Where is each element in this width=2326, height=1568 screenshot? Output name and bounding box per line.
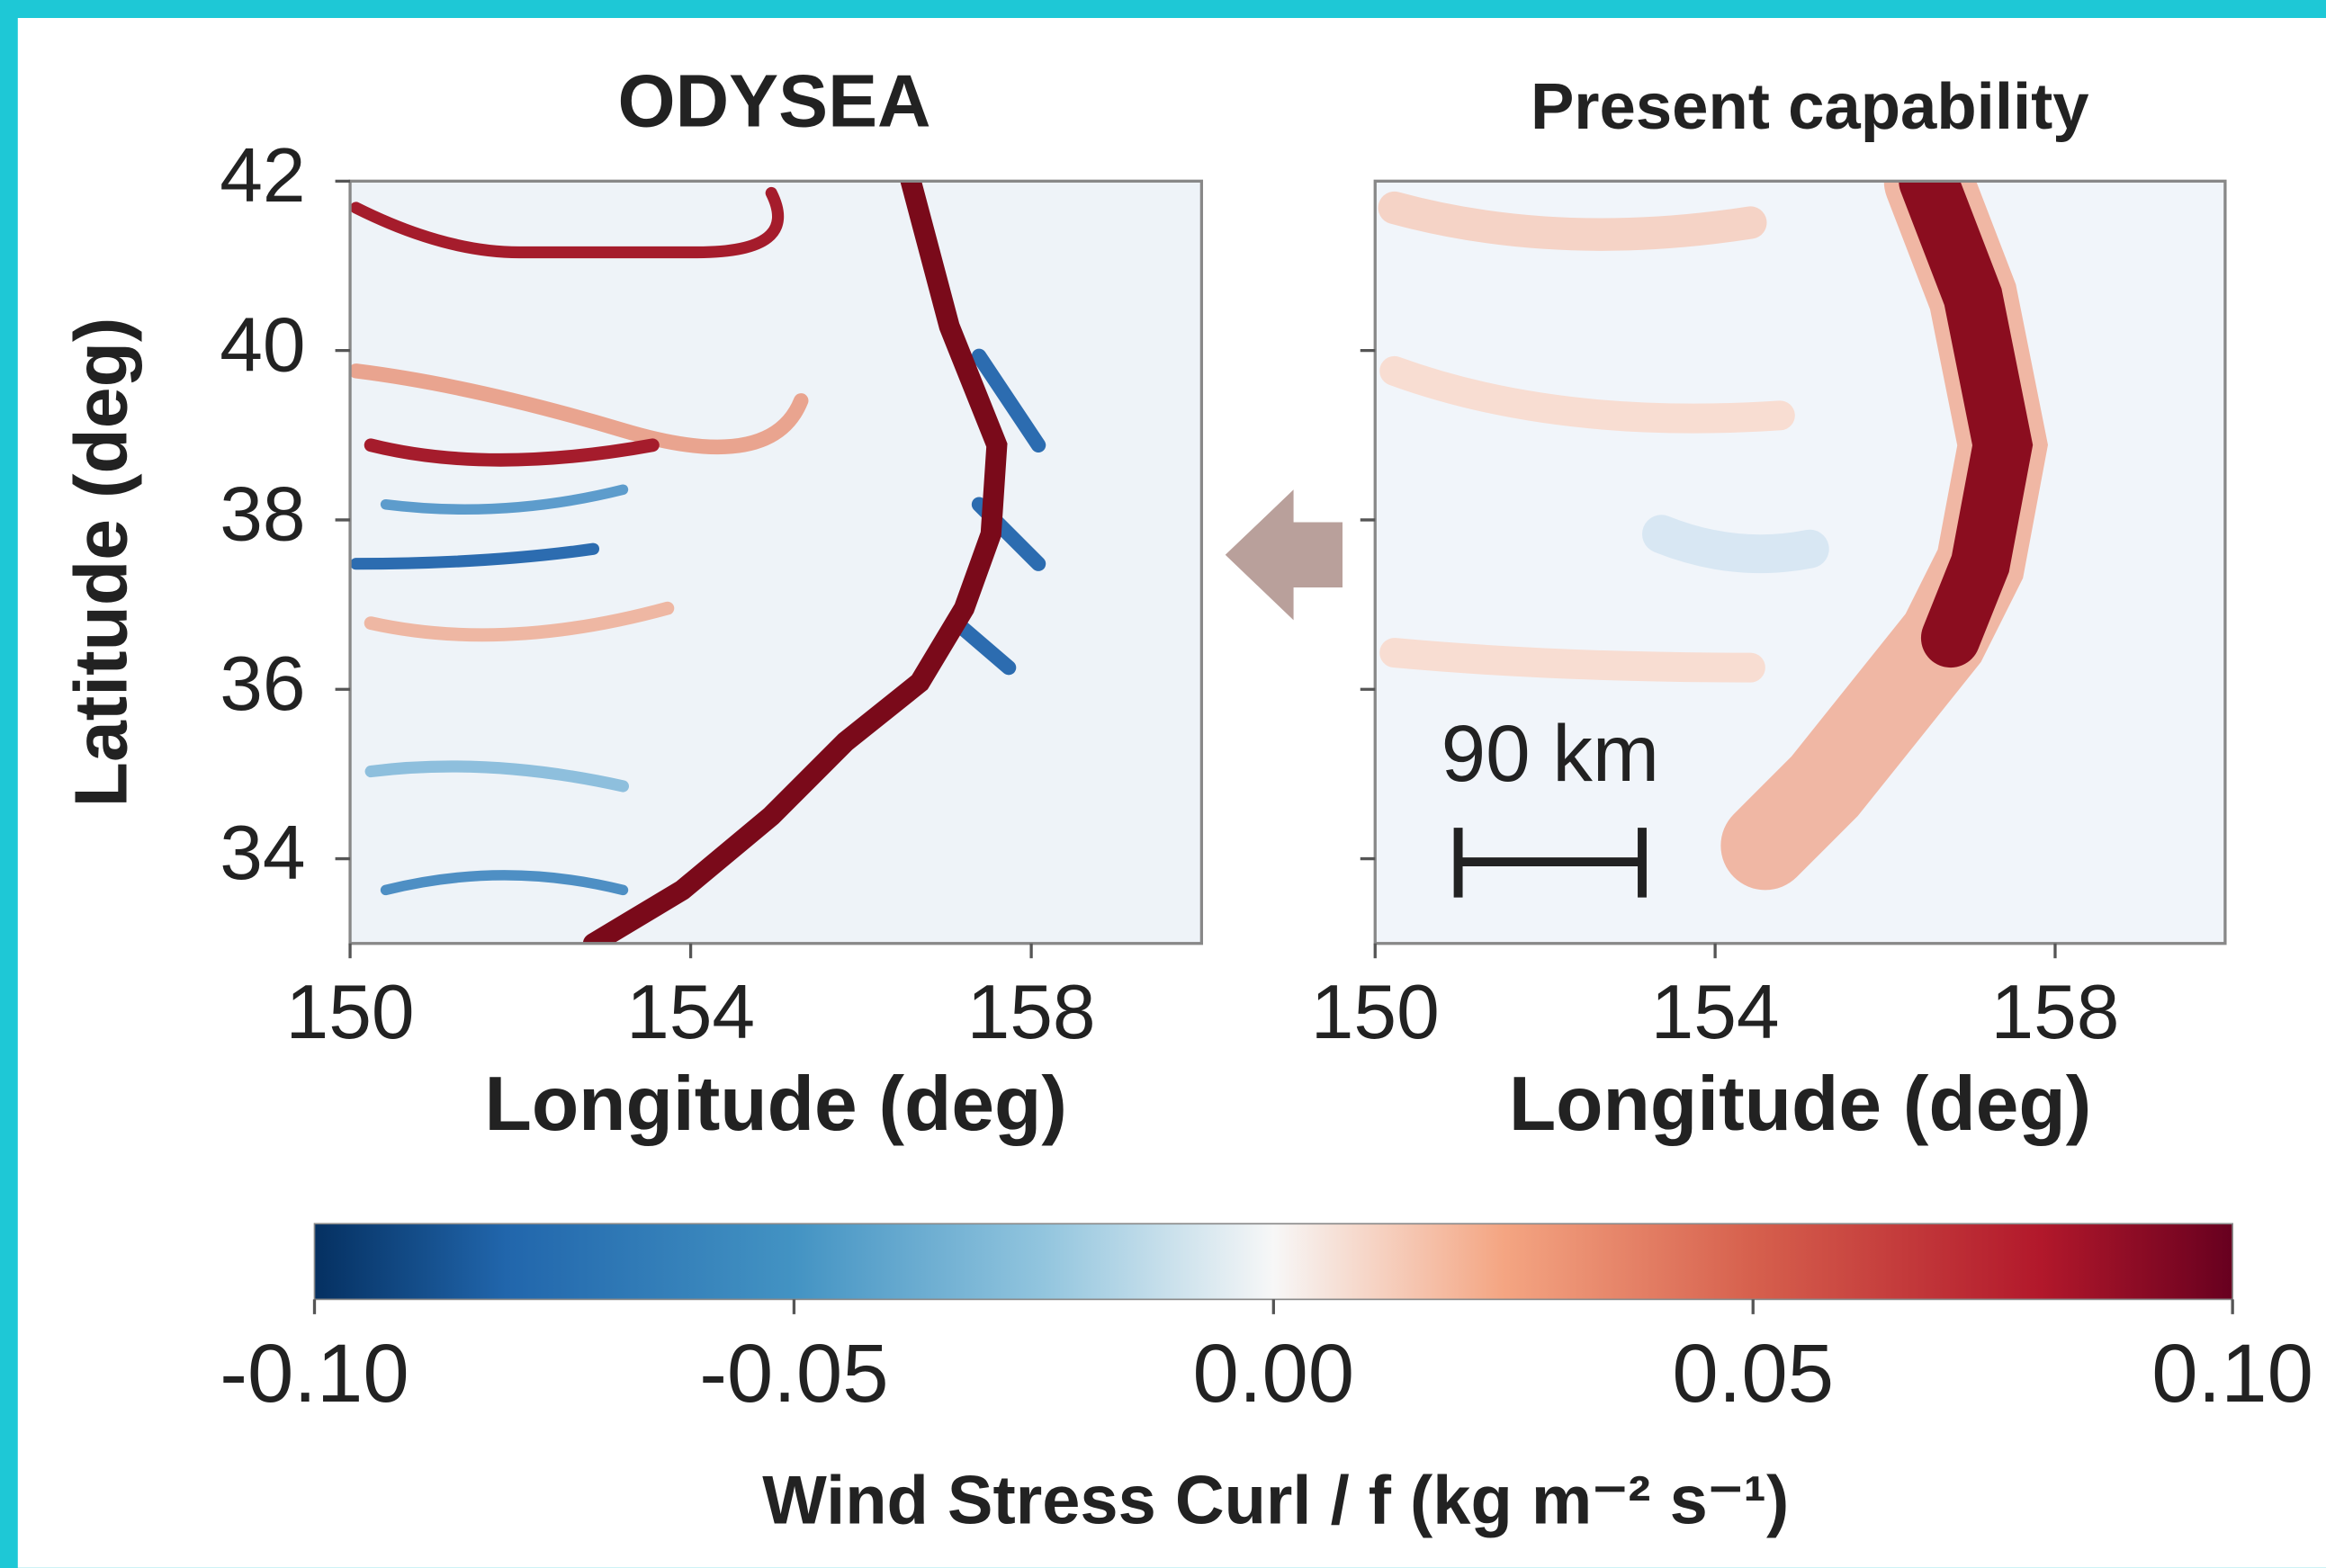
x-tick-label: 154 [626,969,755,1055]
colorbar-tick-label: 0.00 [1192,1326,1354,1420]
y-axis-label: Latitude (deg) [59,318,142,808]
y-tick-label: 34 [220,810,305,896]
heatmap-field [350,181,1201,943]
chart-title: Present capability [1531,70,2089,143]
page: {"chart_data":[ {"type":"heatmap","title… [0,0,2326,1568]
colorbar-tick-label: 0.10 [2151,1326,2313,1420]
colorbar-tick-label: -0.10 [220,1326,409,1420]
y-tick-label: 36 [220,641,305,727]
x-tick-label: 158 [967,969,1096,1055]
chart-title: ODYSEA [618,60,931,143]
x-tick-label: 150 [1311,969,1440,1055]
annotation: 90 km [1441,708,1659,798]
x-tick-label: 150 [286,969,415,1055]
y-tick-label: 40 [220,301,305,388]
y-tick-label: 38 [220,471,305,558]
colorbar-tick-label: -0.05 [699,1326,888,1420]
x-axis-label: Longitude (deg) [484,1061,1067,1147]
colorbar-label: Wind Stress Curl / f (kg m⁻² s⁻¹) [762,1463,1789,1539]
chart: ODYSEA 150 154 158 34 36 38 40 42 Longitude (deg)… [0,0,2326,1568]
y-tick-label: 42 [220,132,305,219]
colorbar [315,1223,2233,1299]
x-axis-label: Longitude (deg) [1509,1061,2092,1147]
heatmap-field [1375,181,2225,943]
x-tick-label: 158 [1990,969,2119,1055]
colorbar-tick-label: 0.05 [1672,1326,1834,1420]
x-tick-label: 154 [1651,969,1780,1055]
